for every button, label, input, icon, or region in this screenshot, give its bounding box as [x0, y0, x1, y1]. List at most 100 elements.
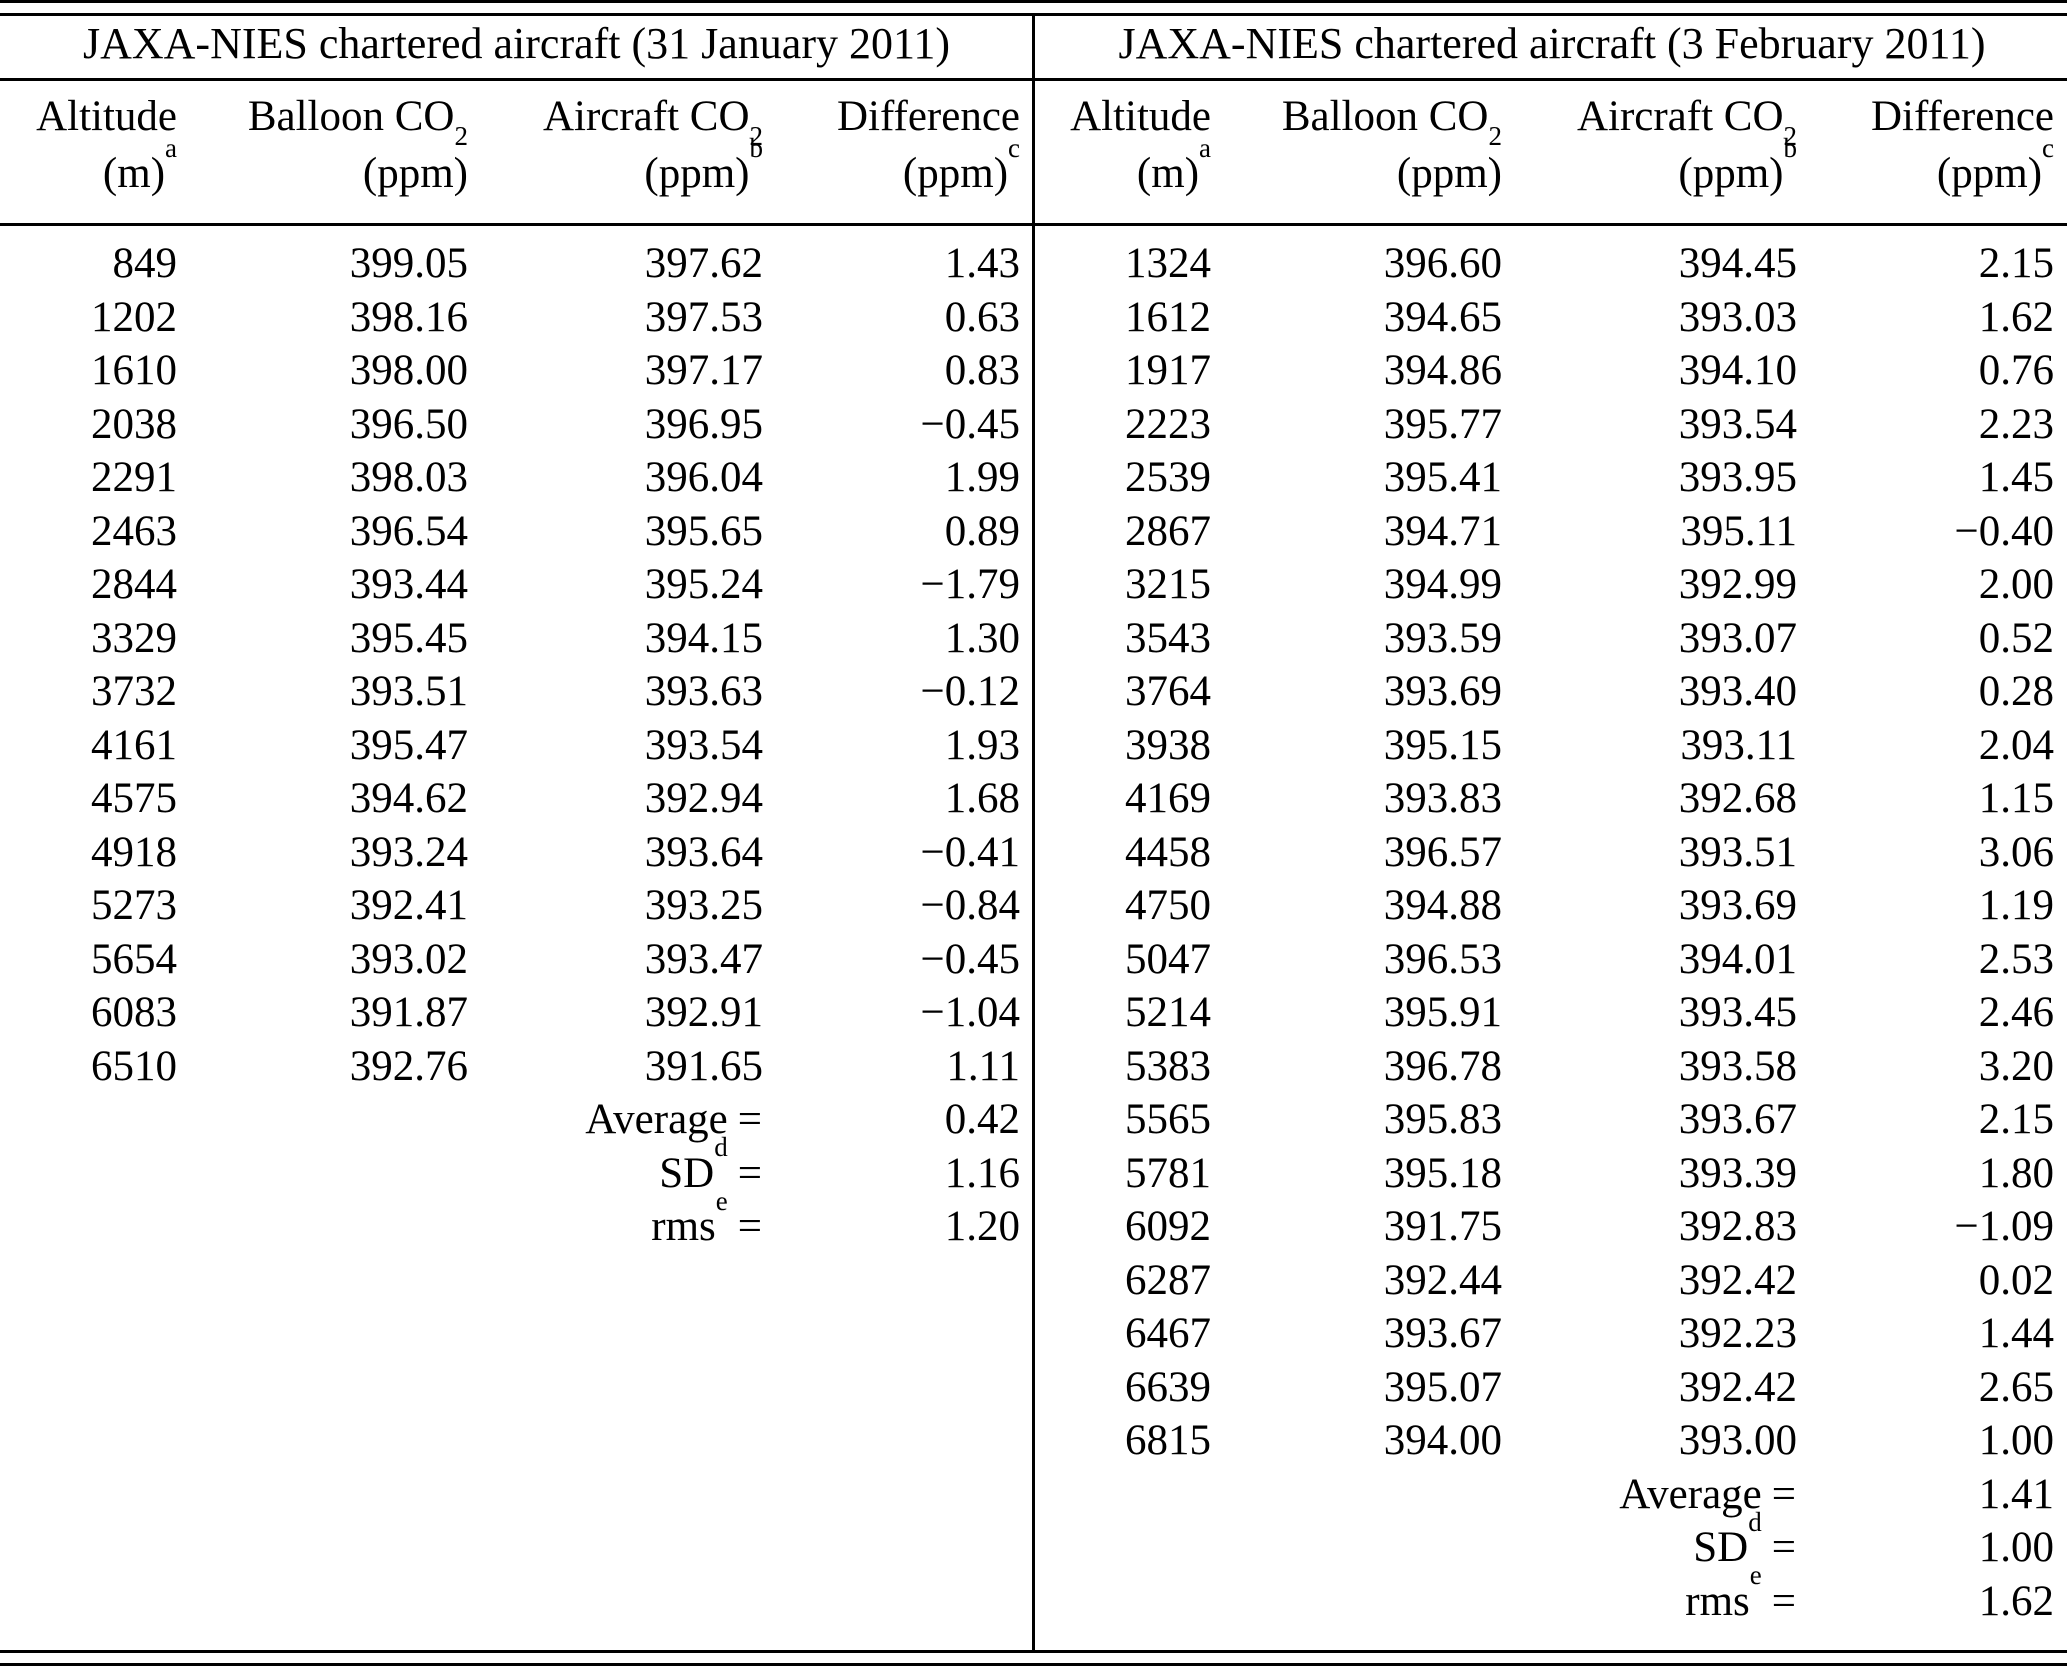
cell: 395.47: [349, 721, 468, 769]
summary-label-text: SD: [1693, 1524, 1749, 1571]
cell: 2291: [91, 454, 177, 501]
table-row: 6510 392.76 391.65 1.11: [0, 1040, 1033, 1094]
cell: 393.67: [1678, 1096, 1797, 1143]
cell: 393.95: [1678, 454, 1797, 501]
column-header-unit: (m): [1136, 150, 1200, 197]
cell: 392.76: [349, 1042, 468, 1090]
cell: 0.83: [944, 347, 1020, 394]
cell: −0.84: [920, 882, 1020, 929]
cell: 2844: [91, 561, 177, 608]
table-row: 1612 394.65 393.03 1.62: [1037, 291, 2067, 345]
column-header-row: Altitude (m)a Balloon CO2 (ppm) Aircraft…: [0, 78, 1033, 223]
cell: 6815: [1125, 1417, 1211, 1464]
cell: 393.25: [644, 882, 763, 929]
panel-3-february: JAXA-NIES chartered aircraft (3 February…: [1037, 10, 2067, 1628]
cell: 393.00: [1678, 1417, 1797, 1464]
cell: 1324: [1125, 240, 1211, 287]
cell: 392.23: [1678, 1310, 1797, 1357]
cell: 1917: [1125, 347, 1211, 394]
cell: 0.63: [944, 293, 1020, 341]
column-header-subscript: 2: [454, 120, 469, 151]
cell: 393.69: [1678, 882, 1797, 929]
table-row: 2844 393.44 395.24 −1.79: [0, 558, 1033, 612]
cell: 0.76: [1978, 347, 2054, 394]
cell: 3764: [1125, 668, 1211, 715]
footnote-marker: c: [1008, 132, 1020, 163]
column-header-unit: (m): [102, 150, 166, 197]
cell: 391.87: [349, 989, 468, 1036]
column-header-difference: Difference (ppm)c: [770, 78, 1033, 223]
cell: 3.06: [1978, 828, 2054, 876]
cell: 1.80: [1978, 1149, 2054, 1197]
summary-label: Average =: [1037, 1468, 1804, 1522]
cell: 397.62: [644, 240, 763, 287]
cell: 5214: [1125, 989, 1211, 1036]
column-header-unit: (ppm): [902, 150, 1009, 197]
cell: 3329: [91, 614, 177, 662]
footnote-marker: a: [1199, 132, 1211, 163]
column-header-balloon-co2: Balloon CO2 (ppm): [185, 78, 475, 223]
cell: 396.60: [1383, 240, 1502, 287]
cell: 5383: [1125, 1042, 1211, 1090]
cell: −0.40: [1954, 507, 2054, 555]
column-header-altitude: Altitude (m)a: [1037, 78, 1219, 223]
spacer-row: [0, 223, 1033, 237]
cell: 5565: [1125, 1096, 1211, 1143]
table-row: 2291 398.03 396.04 1.99: [0, 451, 1033, 505]
table-row: 5047 396.53 394.01 2.53: [1037, 933, 2067, 987]
cell: 1.44: [1978, 1310, 2054, 1357]
cell: 2867: [1125, 507, 1211, 555]
spacer-cell: [0, 223, 1033, 237]
cell: 2223: [1125, 400, 1211, 448]
cell: 1.68: [944, 775, 1020, 822]
equals-sign: =: [1771, 1577, 1796, 1625]
cell: 393.69: [1383, 668, 1502, 715]
cell: −0.41: [920, 828, 1020, 876]
table-row: 3732 393.51 393.63 −0.12: [0, 665, 1033, 719]
table-row: 1917 394.86 394.10 0.76: [1037, 344, 2067, 398]
cell: 2539: [1125, 454, 1211, 501]
cell: 393.64: [644, 828, 763, 876]
table-row: 849 399.05 397.62 1.43: [0, 237, 1033, 291]
table-row: 4161 395.47 393.54 1.93: [0, 719, 1033, 773]
cell: 393.54: [1678, 400, 1797, 448]
table-row: 5214 395.91 393.45 2.46: [1037, 986, 2067, 1040]
cell: 393.11: [1680, 721, 1797, 769]
table-row: 3329 395.45 394.15 1.30: [0, 612, 1033, 666]
cell: 0.52: [1978, 614, 2054, 662]
cell: 393.59: [1383, 614, 1502, 662]
cell: −1.09: [1954, 1203, 2054, 1250]
cell: 0.02: [1978, 1256, 2054, 1304]
column-header-label: Balloon CO: [1281, 93, 1489, 140]
cell: 393.40: [1678, 668, 1797, 715]
footnote-marker: d: [714, 1132, 728, 1163]
cell: 6083: [91, 989, 177, 1036]
table-row: 4169 393.83 392.68 1.15: [1037, 772, 2067, 826]
column-header-balloon-co2: Balloon CO2 (ppm): [1219, 78, 1509, 223]
column-header-row: Altitude (m)a Balloon CO2 (ppm) Aircraft…: [1037, 78, 2067, 223]
cell: 2.04: [1978, 721, 2054, 769]
summary-label: SDd =: [1037, 1508, 1804, 1575]
column-header-difference: Difference (ppm)c: [1804, 78, 2067, 223]
cell: 2.65: [1978, 1363, 2054, 1411]
cell: 1.45: [1978, 454, 2054, 501]
cell: 392.94: [644, 775, 763, 822]
summary-value: 0.42: [944, 1096, 1020, 1143]
cell: 397.17: [644, 347, 763, 394]
column-header-subscript: 2: [1488, 120, 1503, 151]
table-row: 4918 393.24 393.64 −0.41: [0, 826, 1033, 880]
cell: 394.45: [1678, 240, 1797, 287]
equals-sign: =: [737, 1096, 762, 1143]
cell: 392.42: [1678, 1256, 1797, 1304]
cell: 2.15: [1978, 1096, 2054, 1143]
column-header-label: Difference: [1870, 93, 2054, 140]
bottom-rule: [0, 1650, 2067, 1666]
cell: 5781: [1125, 1149, 1211, 1197]
summary-row: Average = 1.41: [1037, 1468, 2067, 1522]
table-row: 5273 392.41 393.25 −0.84: [0, 879, 1033, 933]
cell: 397.53: [644, 293, 763, 341]
cell: 1202: [91, 293, 177, 341]
column-header-unit: (ppm): [362, 150, 468, 197]
cell: 395.45: [349, 614, 468, 662]
cell: 394.65: [1383, 293, 1502, 341]
